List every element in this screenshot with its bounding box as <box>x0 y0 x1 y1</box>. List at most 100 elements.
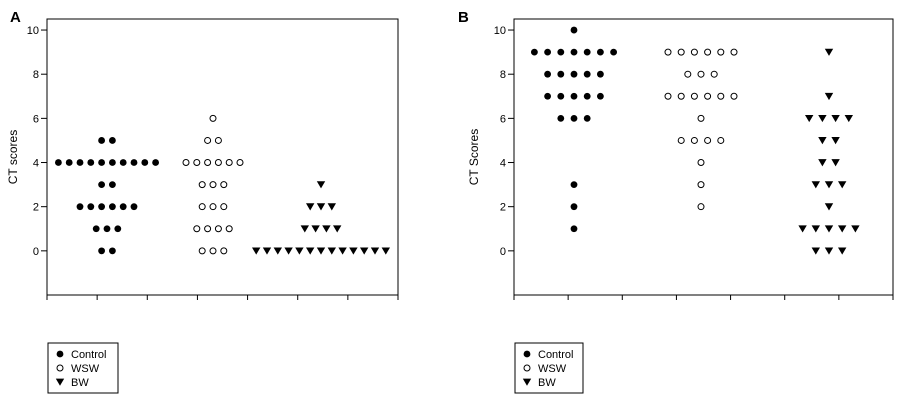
data-point-filled-circle <box>570 203 578 211</box>
data-point-filled-circle <box>98 247 105 255</box>
data-point-open-circle <box>697 159 705 167</box>
y-tick-label: 2 <box>33 202 39 214</box>
data-point-triangle-down <box>805 114 814 123</box>
data-point-filled-circle <box>597 70 604 78</box>
data-point-filled-circle <box>98 137 105 144</box>
data-point-triangle-down <box>824 225 834 233</box>
data-point-filled-circle <box>597 48 604 56</box>
data-point-open-circle <box>209 203 217 211</box>
data-point-triangle-down <box>824 181 834 189</box>
data-point-open-circle <box>710 70 718 78</box>
chart-panel-b: B 0 2 4 6 8 10 CT Scores Control WSW BW <box>458 9 894 394</box>
data-point-filled-circle <box>76 159 84 166</box>
data-point-filled-circle <box>570 225 578 233</box>
data-point-triangle-down <box>824 48 834 56</box>
data-point-open-circle <box>193 225 201 233</box>
data-point-open-circle <box>204 136 212 144</box>
data-point-filled-circle <box>557 48 565 56</box>
data-point-open-circle <box>690 92 698 100</box>
data-point-open-circle <box>225 159 233 167</box>
data-point-filled-circle <box>109 203 116 211</box>
data-point-triangle-down <box>831 137 840 145</box>
data-point-filled-circle <box>130 159 138 166</box>
data-point-triangle-down <box>831 159 840 167</box>
data-point-triangle-down <box>316 203 326 211</box>
legend-label: BW <box>538 377 556 389</box>
data-point-filled-circle <box>557 92 565 100</box>
data-point-triangle-down <box>273 247 282 255</box>
series-wsw <box>182 114 244 255</box>
data-point-filled-circle <box>56 350 64 358</box>
data-point-triangle-down <box>284 247 293 255</box>
data-point-triangle-down <box>838 225 847 233</box>
data-point-filled-circle <box>583 92 591 100</box>
data-point-open-circle <box>198 247 206 255</box>
data-point-filled-circle <box>570 92 578 100</box>
data-point-filled-circle <box>109 181 116 189</box>
data-point-triangle-down <box>262 247 272 255</box>
data-point-open-circle <box>204 159 212 167</box>
data-point-open-circle <box>204 225 212 233</box>
data-point-triangle-down <box>333 225 342 233</box>
chart-panel-a: A 0 2 4 6 8 10 CT scores Control WSW BW <box>6 9 399 394</box>
data-point-filled-circle <box>65 159 73 166</box>
data-point-open-circle <box>717 92 725 100</box>
data-point-triangle-down <box>370 247 380 255</box>
data-point-triangle-down <box>824 203 834 211</box>
data-point-filled-circle <box>570 70 578 78</box>
data-point-triangle-down <box>811 225 820 233</box>
data-point-triangle-down <box>300 225 309 233</box>
data-point-triangle-down <box>360 247 369 255</box>
data-point-triangle-down <box>798 225 807 233</box>
data-point-open-circle <box>697 114 705 122</box>
data-point-filled-circle <box>597 92 604 100</box>
data-point-triangle-down <box>252 247 261 255</box>
data-point-filled-circle <box>109 159 116 166</box>
data-point-triangle-down <box>327 203 336 211</box>
data-point-filled-circle <box>87 203 95 211</box>
plot-frame <box>513 18 894 296</box>
data-point-filled-circle <box>119 203 127 211</box>
data-point-filled-circle <box>583 70 591 78</box>
data-point-triangle-down <box>811 181 820 189</box>
legend-label: Control <box>71 349 106 361</box>
data-point-triangle-down <box>338 247 347 255</box>
data-point-filled-circle <box>141 159 149 166</box>
data-point-open-circle <box>225 225 233 233</box>
data-point-open-circle <box>684 70 692 78</box>
data-point-filled-circle <box>114 225 122 233</box>
data-point-open-circle <box>182 159 190 167</box>
y-tick-label: 4 <box>500 158 506 170</box>
data-point-open-circle <box>704 48 712 56</box>
data-point-open-circle <box>697 181 705 189</box>
data-point-filled-circle <box>583 114 591 122</box>
legend-label: WSW <box>538 363 567 375</box>
data-point-triangle-down <box>818 159 827 167</box>
data-point-filled-circle <box>109 137 116 144</box>
data-point-filled-circle <box>570 26 578 34</box>
data-point-triangle-down <box>824 247 834 255</box>
data-point-open-circle <box>697 203 705 211</box>
data-point-filled-circle <box>557 114 565 122</box>
data-point-open-circle <box>209 114 217 122</box>
data-point-filled-circle <box>610 48 617 56</box>
data-point-open-circle <box>236 159 244 167</box>
data-point-filled-circle <box>55 159 62 166</box>
data-point-open-circle <box>220 247 228 255</box>
data-point-open-circle <box>209 181 217 189</box>
y-tick-label: 8 <box>500 69 506 81</box>
data-point-filled-circle <box>570 114 578 122</box>
data-point-filled-circle <box>109 247 116 255</box>
y-tick-label: 10 <box>494 25 506 37</box>
y-tick-label: 8 <box>33 69 39 81</box>
data-point-open-circle <box>677 92 685 100</box>
data-point-triangle-down <box>295 247 304 255</box>
data-point-filled-circle <box>583 48 591 56</box>
series-control <box>531 26 617 233</box>
y-tick-label: 0 <box>33 246 39 258</box>
data-point-open-circle <box>717 48 725 56</box>
data-point-open-circle <box>56 364 64 372</box>
y-axis-title: CT Scores <box>467 129 481 185</box>
data-point-open-circle <box>704 136 712 144</box>
